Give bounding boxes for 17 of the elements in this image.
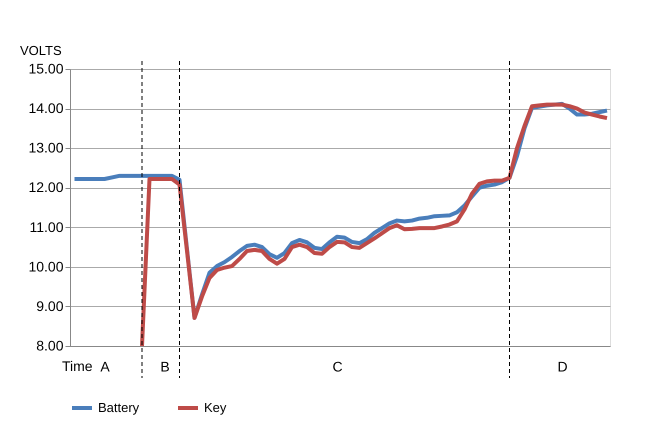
y-tick-label: 12.00	[28, 179, 64, 196]
x-tick-label: B	[160, 358, 170, 374]
y-tick-label: 14.00	[28, 100, 64, 116]
x-axis-title: Time	[62, 358, 93, 374]
y-tick-label: 15.00	[28, 60, 64, 76]
y-tick-label: 11.00	[30, 218, 64, 235]
y-tick-label: 13.00	[28, 140, 64, 156]
line-series	[140, 102, 609, 348]
x-tick-label: D	[557, 358, 568, 374]
legend-label: Key	[204, 400, 227, 415]
y-axis-title: VOLTS	[20, 43, 62, 58]
x-tick-label: C	[332, 358, 343, 374]
x-tick-label: A	[100, 358, 110, 374]
y-tick-label: 8.00	[36, 338, 64, 354]
legend-label: Battery	[98, 400, 140, 415]
y-tick-label: 10.00	[28, 258, 64, 274]
y-tick-label: 9.00	[36, 298, 64, 314]
